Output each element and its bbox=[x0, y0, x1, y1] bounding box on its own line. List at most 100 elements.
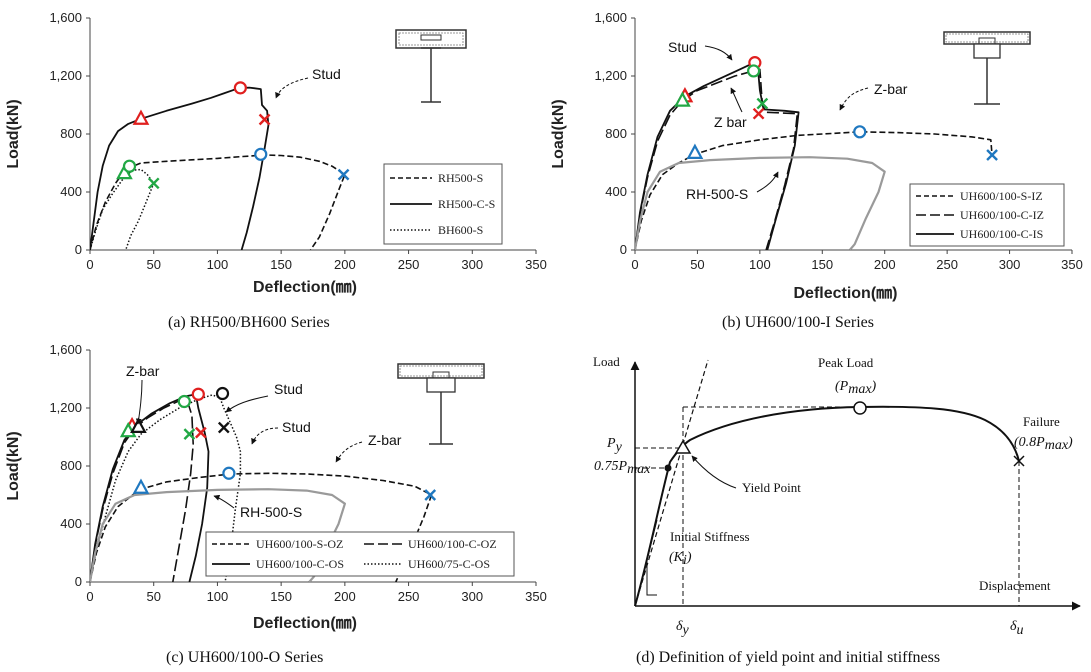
legend-item: UH600/75-C-OS bbox=[408, 557, 490, 571]
d-stiffness-triangle bbox=[646, 560, 657, 596]
x-tick-label: 0 bbox=[86, 589, 93, 604]
x-tick-label: 100 bbox=[207, 589, 229, 604]
yield-marker bbox=[686, 143, 704, 159]
panel-d: Load Displacement Peak Load (Pmax) Failu… bbox=[593, 354, 1081, 666]
d-ylabel: Load bbox=[593, 354, 620, 369]
panel-c-axes: 0 50 100 150 200 250 300 350 0 400 800 1,200 1,600 De… bbox=[5, 342, 547, 632]
d-075-point bbox=[664, 464, 672, 472]
y-tick-label: 800 bbox=[60, 458, 82, 473]
y-tick-label: 1,600 bbox=[594, 10, 627, 25]
annotation-arrow bbox=[135, 379, 143, 425]
d-failure-value: (0.8Pmax) bbox=[1014, 435, 1073, 453]
panel-b: 0 50 100 150 200 250 300 350 0 400 800 1,200 1,600 De… bbox=[550, 10, 1083, 331]
y-tick-label: 0 bbox=[75, 574, 82, 589]
failure-marker bbox=[195, 426, 207, 439]
x-tick-label: 50 bbox=[146, 257, 160, 272]
annotation-zbar: Z-bar bbox=[368, 432, 402, 448]
x-tick-label: 250 bbox=[398, 257, 420, 272]
annotation-rh500: RH-500-S bbox=[686, 186, 748, 202]
d-failure-label: Failure bbox=[1023, 414, 1060, 429]
peak-marker bbox=[191, 387, 205, 401]
failure-marker bbox=[424, 489, 437, 501]
peak-marker bbox=[122, 159, 137, 173]
d-dy-label: δy bbox=[676, 619, 690, 638]
annotation-zbar: Z-bar bbox=[126, 363, 160, 379]
failure-marker bbox=[183, 428, 196, 440]
d-peak-circle bbox=[853, 401, 867, 415]
peak-marker bbox=[853, 125, 867, 139]
annotation-arrow bbox=[730, 87, 743, 113]
x-axis-label: Deflection(㎜) bbox=[253, 279, 357, 296]
panel-c: 0 50 100 150 200 250 300 350 0 400 800 1,200 1,600 De… bbox=[5, 342, 547, 666]
panel-b-markers bbox=[674, 56, 998, 161]
annotation-arrow bbox=[251, 427, 279, 445]
yield-marker bbox=[119, 421, 137, 438]
y-tick-label: 800 bbox=[605, 126, 627, 141]
legend-item: RH500-C-S bbox=[438, 197, 495, 211]
d-stiffness-line bbox=[634, 359, 709, 607]
panel-c-caption: (c) UH600/100-O Series bbox=[166, 649, 323, 666]
legend-item: RH500-S bbox=[438, 171, 483, 185]
x-tick-label: 0 bbox=[631, 257, 638, 272]
x-tick-label: 250 bbox=[398, 589, 420, 604]
d-075-label: 0.75Pmax bbox=[594, 459, 651, 477]
peak-marker bbox=[222, 466, 236, 480]
x-axis-label: Deflection(㎜) bbox=[793, 285, 897, 302]
panel-b-legend: UH600/100-S-IZ UH600/100-C-IZ UH600/100-… bbox=[909, 183, 1065, 247]
peak-marker bbox=[747, 64, 761, 78]
series-line bbox=[635, 156, 886, 250]
x-axis-label: Deflection(㎜) bbox=[253, 615, 357, 632]
annotation-stud: Stud bbox=[312, 66, 341, 82]
d-load-curve bbox=[634, 405, 1020, 607]
y-tick-label: 400 bbox=[605, 184, 627, 199]
failure-marker bbox=[147, 177, 160, 190]
annotation-arrow bbox=[839, 87, 869, 111]
panel-a-markers bbox=[116, 81, 350, 190]
legend-item: UH600/100-C-OS bbox=[256, 557, 344, 571]
x-tick-label: 100 bbox=[749, 257, 771, 272]
annotation-arrow bbox=[756, 171, 779, 193]
x-tick-label: 200 bbox=[334, 257, 356, 272]
series-line bbox=[90, 472, 433, 582]
annotation-zbar: Z-bar bbox=[874, 81, 908, 97]
d-yield-label: Yield Point bbox=[742, 480, 801, 495]
y-tick-label: 400 bbox=[60, 516, 82, 531]
legend-item: BH600-S bbox=[438, 223, 483, 237]
failure-marker bbox=[217, 421, 230, 434]
x-tick-label: 300 bbox=[999, 257, 1021, 272]
d-xlabel: Displacement bbox=[979, 578, 1051, 593]
panel-c-markers bbox=[119, 386, 437, 501]
series-line bbox=[635, 62, 800, 250]
beam-section-icon bbox=[395, 29, 467, 103]
y-tick-label: 1,600 bbox=[49, 10, 82, 25]
peak-marker bbox=[215, 386, 230, 401]
series-line bbox=[90, 86, 270, 250]
yield-marker bbox=[132, 109, 150, 125]
y-tick-label: 1,200 bbox=[49, 68, 82, 83]
d-ki-label: (Ki) bbox=[669, 550, 692, 568]
d-peak-label: Peak Load bbox=[818, 355, 874, 370]
x-tick-label: 150 bbox=[811, 257, 833, 272]
x-tick-label: 50 bbox=[690, 257, 704, 272]
legend-item: UH600/100-C-IZ bbox=[960, 208, 1044, 222]
d-yield-triangle bbox=[674, 439, 692, 454]
failure-marker bbox=[756, 97, 769, 110]
y-tick-label: 1,600 bbox=[49, 342, 82, 357]
failure-marker bbox=[337, 168, 350, 181]
series-line bbox=[90, 393, 210, 582]
panel-a-caption: (a) RH500/BH600 Series bbox=[168, 314, 330, 331]
annotation-arrow bbox=[335, 441, 363, 463]
failure-marker bbox=[986, 149, 998, 161]
d-pmax-label: (Pmax) bbox=[835, 379, 877, 397]
y-axis-label: Load(kN) bbox=[550, 99, 567, 168]
annotation-arrow bbox=[704, 45, 733, 61]
failure-marker bbox=[258, 113, 271, 126]
d-initial-label: Initial Stiffness bbox=[670, 529, 750, 544]
x-tick-label: 350 bbox=[1061, 257, 1083, 272]
panel-b-axes: 0 50 100 150 200 250 300 350 0 400 800 1,200 1,600 De… bbox=[550, 10, 1083, 302]
series-line bbox=[90, 168, 155, 250]
d-stiffness-triangle-hyp bbox=[646, 519, 658, 561]
yield-marker bbox=[132, 478, 150, 494]
annotation-arrow bbox=[275, 77, 309, 99]
